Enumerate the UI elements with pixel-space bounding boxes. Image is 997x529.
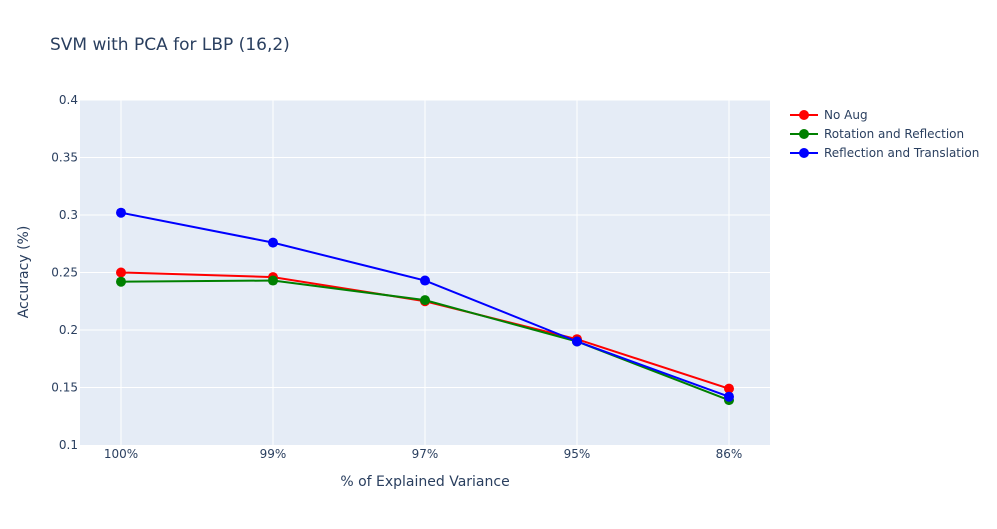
x-tick-label: 100% (104, 447, 138, 461)
x-tick-label: 95% (564, 447, 591, 461)
y-tick-label: 0.25 (51, 266, 78, 280)
y-tick-label: 0.35 (51, 151, 78, 165)
data-point[interactable] (116, 276, 126, 287)
legend-marker (799, 110, 809, 120)
chart-title: SVM with PCA for LBP (16,2) (50, 35, 290, 55)
y-tick-label: 0.3 (59, 208, 78, 222)
data-point[interactable] (116, 207, 126, 218)
y-tick-label: 0.1 (59, 438, 78, 452)
x-tick-label: 97% (412, 447, 439, 461)
legend-label: Rotation and Reflection (824, 127, 964, 141)
data-point[interactable] (724, 391, 734, 402)
legend[interactable]: No Aug Rotation and Reflection Reflection … (790, 108, 979, 160)
data-point[interactable] (420, 275, 430, 286)
data-point[interactable] (724, 383, 734, 394)
data-point[interactable] (420, 295, 430, 306)
legend-label: Reflection and Translation (824, 146, 979, 160)
x-axis-label: % of Explained Variance (340, 474, 509, 490)
legend-label: No Aug (824, 108, 868, 122)
data-point[interactable] (572, 336, 582, 347)
x-tick-labels: 100% 99% 97% 95% 86% (104, 447, 742, 461)
y-tick-labels: 0.1 0.15 0.2 0.25 0.3 0.35 0.4 (51, 93, 78, 452)
y-tick-label: 0.15 (51, 381, 78, 395)
data-point[interactable] (268, 275, 278, 286)
data-point[interactable] (268, 237, 278, 248)
y-tick-label: 0.2 (59, 323, 78, 337)
legend-item-reflection-and-translation[interactable]: Reflection and Translation (790, 146, 979, 160)
series-reflection-and-translation (116, 207, 734, 402)
legend-marker (799, 148, 809, 158)
y-tick-label: 0.4 (59, 93, 78, 107)
legend-item-rotation-and-reflection[interactable]: Rotation and Reflection (790, 127, 964, 141)
data-point[interactable] (116, 267, 126, 278)
legend-item-no-aug[interactable]: No Aug (790, 108, 868, 122)
x-tick-label: 86% (716, 447, 743, 461)
y-axis-label: Accuracy (%) (16, 226, 32, 319)
x-tick-label: 99% (260, 447, 287, 461)
series-layer (116, 207, 734, 406)
legend-marker (799, 129, 809, 139)
